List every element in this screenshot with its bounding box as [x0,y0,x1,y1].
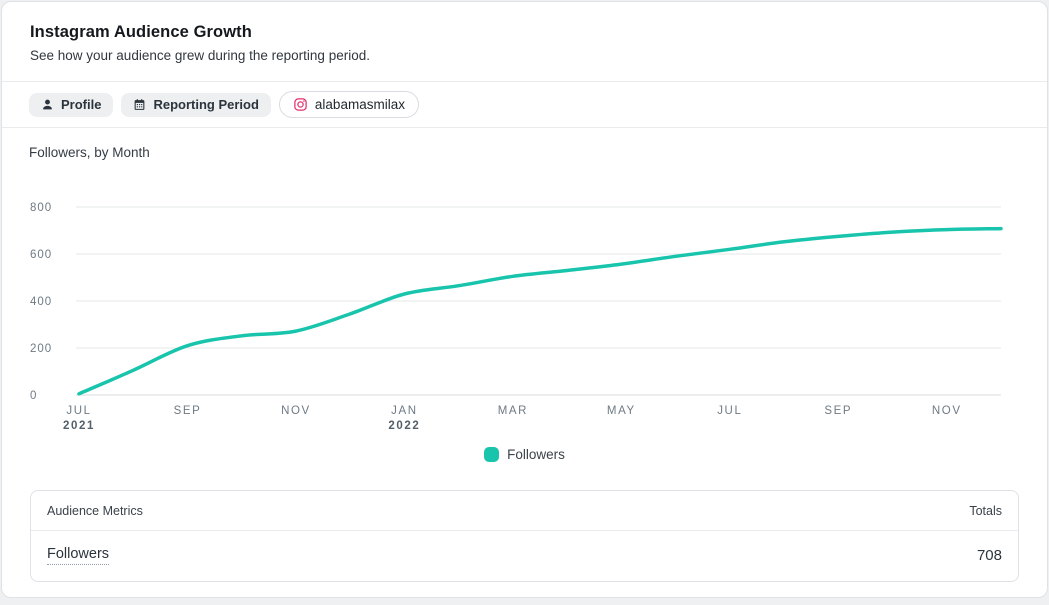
svg-text:JUL: JUL [717,405,742,417]
table-row: Followers 708 [31,531,1018,581]
person-icon [41,98,54,111]
svg-text:400: 400 [30,296,52,308]
chart-legend: Followers [2,445,1047,463]
instagram-icon [293,97,308,112]
profile-filter-button[interactable]: Profile [29,92,114,117]
metrics-header-left: Audience Metrics [47,504,143,518]
reporting-period-filter-button[interactable]: Reporting Period [121,92,271,117]
chart-section: Followers, by Month 0 200 400 600 800 JUL 2021… [2,128,1047,463]
svg-text:JUL: JUL [66,405,91,417]
svg-text:NOV: NOV [281,405,311,417]
legend-label-followers: Followers [507,446,565,462]
report-header: Instagram Audience Growth See how your a… [2,2,1047,82]
svg-text:JAN: JAN [391,405,418,417]
reporting-period-filter-label: Reporting Period [153,96,259,112]
metrics-header-totals: Totals [969,504,1002,518]
svg-text:0: 0 [30,390,37,402]
svg-text:SEP: SEP [824,405,852,417]
svg-text:MAR: MAR [498,405,528,417]
followers-total-value: 708 [976,547,1002,564]
page-subtitle: See how your audience grew during the re… [30,48,370,63]
svg-text:2021: 2021 [63,420,95,432]
svg-text:NOV: NOV [932,405,962,417]
svg-text:600: 600 [30,249,52,261]
svg-text:200: 200 [30,343,52,355]
followers-metric-link[interactable]: Followers [47,546,110,565]
account-chip[interactable]: alabamasmilax [278,91,419,118]
legend-marker-followers [484,446,500,462]
followers-line-chart: 0 200 400 600 800 JUL 2021 SEP NOV JAN 2022 MAR MAY J… [30,202,1003,432]
account-name-label: alabamasmilax [314,96,405,112]
filter-bar: Profile Reporting Period alabamasmilax [2,82,1047,128]
metrics-table-header: Audience Metrics Totals [31,491,1018,531]
audience-metrics-table: Audience Metrics Totals Followers 708 [30,490,1019,582]
calendar-icon [133,98,146,111]
svg-text:MAY: MAY [607,405,636,417]
svg-text:800: 800 [30,202,52,214]
chart-title: Followers, by Month [29,145,150,160]
svg-text:SEP: SEP [174,405,202,417]
svg-text:2022: 2022 [388,420,420,432]
page-title: Instagram Audience Growth [30,23,252,41]
profile-filter-label: Profile [61,96,102,112]
